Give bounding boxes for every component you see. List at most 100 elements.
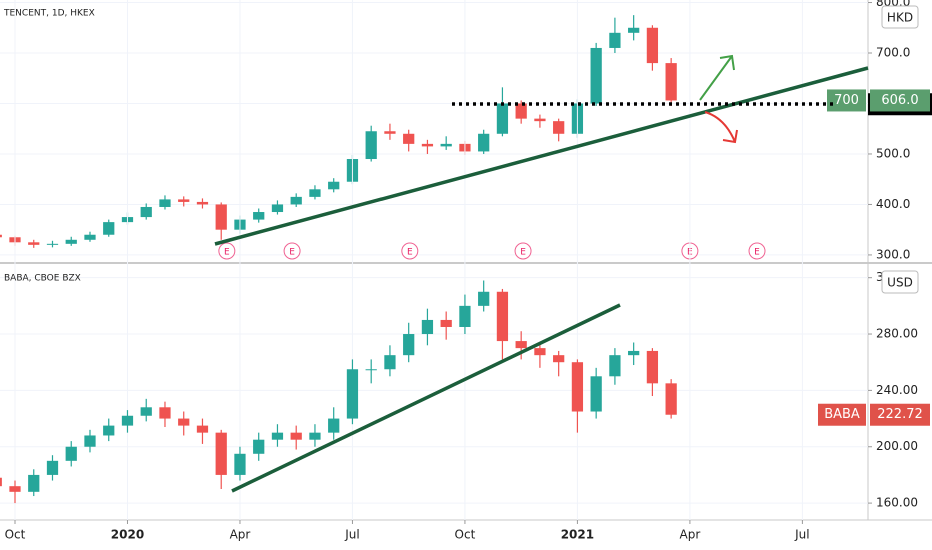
earnings-marker <box>514 242 532 260</box>
candle-body <box>384 131 396 134</box>
candle-body <box>590 47 602 104</box>
price-label: 606.0 <box>881 93 918 108</box>
candle-body <box>103 222 115 235</box>
y-tick-label: 400.0 <box>876 197 910 211</box>
currency-box <box>881 5 919 29</box>
earnings-label: E <box>407 248 413 258</box>
earnings-label: E <box>754 248 760 258</box>
candle-body <box>440 319 452 327</box>
price-badge <box>870 89 930 112</box>
x-tick-label: Apr <box>230 528 251 542</box>
x-tick-label: 2020 <box>111 528 144 542</box>
candle-body <box>628 350 640 356</box>
candle-body <box>253 212 265 220</box>
panel-title: TENCENT, 1D, HKEX <box>3 9 95 19</box>
candle-body <box>534 348 546 356</box>
candle-body <box>496 103 509 134</box>
candle-body <box>159 407 171 419</box>
candle-body <box>365 131 377 160</box>
earnings-marker <box>748 242 766 260</box>
candle-body <box>403 334 415 356</box>
candle-body <box>440 143 452 147</box>
candle-body <box>290 196 302 205</box>
symbol-badge <box>818 403 866 426</box>
candle-body <box>215 204 227 230</box>
x-tick-label: 2021 <box>561 528 594 542</box>
symbol-label: 700 <box>834 93 859 108</box>
panel-title: BABA, CBOE BZX <box>4 274 81 284</box>
candle-body <box>215 432 227 475</box>
candle-body <box>84 435 96 447</box>
candle-body <box>84 234 96 240</box>
candle-body <box>459 305 471 327</box>
symbol-badge <box>827 89 866 112</box>
y-tick-label: 200.00 <box>876 439 918 453</box>
candle-body <box>178 199 190 202</box>
candle-body <box>65 239 77 244</box>
candle-body <box>421 143 434 147</box>
up-arrow <box>699 54 735 101</box>
down-arrow <box>704 111 738 144</box>
candle-body <box>271 204 284 213</box>
candle-body <box>571 362 584 412</box>
candle-body <box>290 432 302 440</box>
earnings-label: E <box>224 248 230 258</box>
y-tick-label: 800.0 <box>876 0 910 9</box>
price-badge <box>870 403 930 426</box>
x-tick-label: Oct <box>455 528 476 542</box>
candle-body <box>553 355 565 363</box>
candle-body <box>28 242 40 245</box>
candle-body <box>140 407 152 416</box>
earnings-label: E <box>520 248 526 258</box>
candle-body <box>196 201 209 205</box>
candle-body <box>478 291 490 306</box>
candle-body <box>346 369 359 419</box>
candle-body <box>328 181 340 190</box>
candle-body <box>515 103 527 119</box>
candle-body <box>628 27 640 33</box>
candle-body <box>103 425 115 436</box>
x-tick-label: Jul <box>794 528 809 542</box>
x-tick-label: Apr <box>680 528 701 542</box>
candle-body <box>196 425 209 433</box>
currency-label: USD <box>887 276 913 290</box>
earnings-marker <box>218 242 236 260</box>
candle-body <box>271 432 284 440</box>
y-tick-label: 300.0 <box>876 247 910 261</box>
x-tick-label: Jul <box>344 528 359 542</box>
candle-body <box>665 383 677 415</box>
candle-body <box>9 486 21 492</box>
y-tick-label: 240.00 <box>876 383 918 397</box>
candle-body <box>646 350 659 384</box>
candle-body <box>665 63 677 101</box>
candle-body <box>384 355 396 370</box>
candle-body <box>46 243 59 245</box>
earnings-marker <box>283 242 301 260</box>
candle-body <box>421 319 434 335</box>
candle-body <box>178 418 190 426</box>
candle-body <box>0 234 2 238</box>
candle-body <box>28 474 40 492</box>
candle-body <box>478 133 490 152</box>
earnings-label: E <box>289 248 295 258</box>
currency-label: HKD <box>887 11 913 25</box>
candle-body <box>590 376 602 412</box>
candle-body <box>253 439 265 454</box>
candle-body <box>140 206 152 218</box>
candle-body <box>553 121 565 134</box>
symbol-label: BABA <box>824 407 860 422</box>
currency-box <box>881 270 919 294</box>
candle-body <box>46 460 59 475</box>
candle-body <box>534 118 546 122</box>
candle-body <box>496 291 509 342</box>
earnings-marker <box>401 242 419 260</box>
candle-body <box>328 418 340 433</box>
candle-body <box>0 477 2 487</box>
candle-body <box>309 432 321 440</box>
x-tick-label: Oct <box>5 528 26 542</box>
y-tick-label: 500.0 <box>876 146 910 160</box>
candle-body <box>65 446 77 461</box>
candle-body <box>121 415 134 426</box>
